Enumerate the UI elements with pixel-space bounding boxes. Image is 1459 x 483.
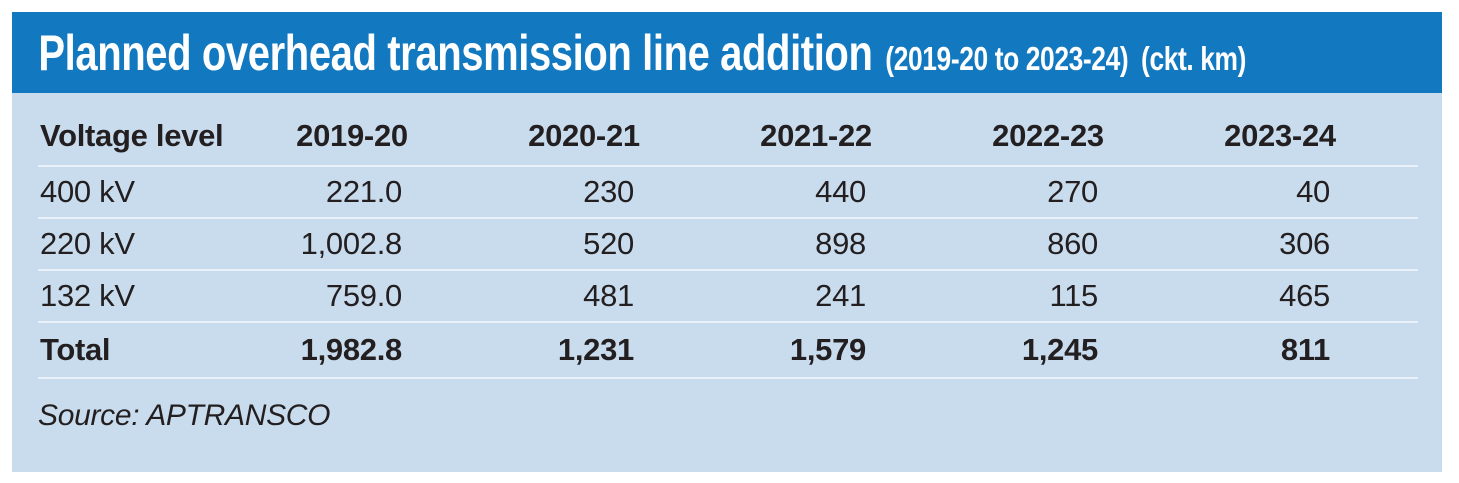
column-header-2022-23: 2022-23 (992, 118, 1104, 153)
table-panel: Planned overhead transmission line addit… (12, 12, 1442, 472)
table-cell: 759.0 (325, 278, 402, 313)
row-divider (38, 377, 1418, 379)
table-cell: 481 (583, 278, 634, 313)
table-cell: 241 (815, 278, 866, 313)
table-cell: 1,231 (557, 332, 634, 367)
row-label: 132 kV (40, 278, 135, 313)
title-year-range: (2019-20 to 2023-24) (885, 39, 1129, 77)
title-line: Planned overhead transmission line addit… (12, 24, 1246, 82)
table-cell: 860 (1047, 226, 1098, 261)
row-divider (38, 165, 1418, 167)
row-label: Total (40, 332, 111, 367)
table-cell: 898 (815, 226, 866, 261)
table-cell: 811 (1280, 332, 1330, 367)
title-bar: Planned overhead transmission line addit… (12, 12, 1442, 93)
table-cell: 1,245 (1021, 332, 1098, 367)
page-title: Planned overhead transmission line addit… (38, 24, 873, 81)
table-cell: 1,579 (789, 332, 866, 367)
table-cell: 306 (1279, 226, 1330, 261)
table-cell: 440 (815, 174, 866, 209)
row-label: 220 kV (40, 226, 135, 261)
column-header-2019-20: 2019-20 (296, 118, 408, 153)
table-row-132kv: 132 kV 759.0 481 241 115 465 (38, 271, 1418, 321)
table-row-400kv: 400 kV 221.0 230 440 270 40 (38, 167, 1418, 217)
table-cell: 40 (1296, 174, 1330, 209)
table-cell: 1,002.8 (300, 226, 403, 261)
column-header-2020-21: 2020-21 (528, 118, 640, 153)
source-note: Source: APTRANSCO (38, 399, 331, 432)
table-cell: 221.0 (325, 174, 402, 209)
table-cell: 270 (1047, 174, 1098, 209)
column-header-voltage-level: Voltage level (40, 118, 224, 153)
title-unit: (ckt. km) (1141, 39, 1247, 77)
table-body: Voltage level 2019-20 2020-21 2021-22 20… (12, 93, 1442, 472)
table-row-220kv: 220 kV 1,002.8 520 898 860 306 (38, 219, 1418, 269)
table-cell: 230 (583, 174, 634, 209)
table-cell: 520 (583, 226, 634, 261)
table-cell: 1,982.8 (300, 332, 403, 367)
table-cell: 115 (1049, 278, 1098, 313)
table-header-row: Voltage level 2019-20 2020-21 2021-22 20… (38, 93, 1418, 165)
row-divider (38, 321, 1418, 323)
column-header-2021-22: 2021-22 (760, 118, 872, 153)
column-header-2023-24: 2023-24 (1224, 118, 1336, 153)
row-divider (38, 269, 1418, 271)
row-divider (38, 217, 1418, 219)
row-label: 400 kV (40, 174, 135, 209)
table-cell: 465 (1279, 278, 1330, 313)
table-row-total: Total 1,982.8 1,231 1,579 1,245 811 (38, 323, 1418, 377)
